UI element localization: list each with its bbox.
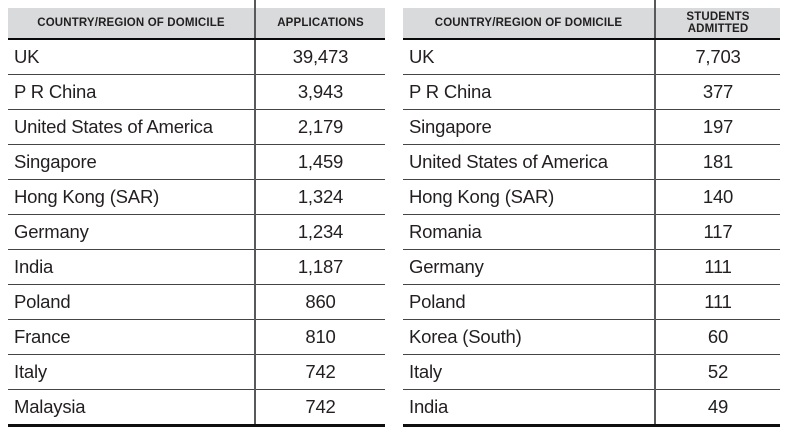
country-cell: Germany bbox=[403, 249, 655, 285]
value-cell: 39,473 bbox=[254, 39, 385, 75]
value-cell: 742 bbox=[254, 389, 385, 427]
country-cell: Poland bbox=[403, 284, 655, 320]
table-row: France 810 bbox=[8, 319, 385, 355]
country-cell: Hong Kong (SAR) bbox=[403, 179, 655, 215]
column-header-country: COUNTRY/REGION OF DOMICILE bbox=[8, 8, 255, 40]
column-header-country: COUNTRY/REGION OF DOMICILE bbox=[403, 8, 655, 40]
value-cell: 197 bbox=[654, 109, 780, 145]
table-row: Singapore 197 bbox=[403, 109, 780, 145]
table-row: UK 7,703 bbox=[403, 39, 780, 75]
value-cell: 7,703 bbox=[654, 39, 780, 75]
column-header-students-admitted: STUDENTS ADMITTED bbox=[654, 0, 780, 40]
tables-container: COUNTRY/REGION OF DOMICILE APPLICATIONS … bbox=[8, 0, 791, 427]
value-cell: 742 bbox=[254, 354, 385, 390]
header-row: COUNTRY/REGION OF DOMICILE APPLICATIONS bbox=[8, 0, 385, 40]
table-row: Germany 111 bbox=[403, 249, 780, 285]
value-cell: 3,943 bbox=[254, 74, 385, 110]
table-row: Hong Kong (SAR) 140 bbox=[403, 179, 780, 215]
country-cell: Singapore bbox=[8, 144, 255, 180]
value-cell: 117 bbox=[654, 214, 780, 250]
country-cell: Germany bbox=[8, 214, 255, 250]
table-row: UK 39,473 bbox=[8, 39, 385, 75]
table-row: Poland 860 bbox=[8, 284, 385, 320]
country-cell: UK bbox=[8, 39, 255, 75]
table-row: P R China 3,943 bbox=[8, 74, 385, 110]
value-cell: 111 bbox=[654, 249, 780, 285]
table-row: India 1,187 bbox=[8, 249, 385, 285]
country-cell: United States of America bbox=[403, 144, 655, 180]
country-cell: United States of America bbox=[8, 109, 255, 145]
table-row: P R China 377 bbox=[403, 74, 780, 110]
table-row: Germany 1,234 bbox=[8, 214, 385, 250]
value-cell: 1,187 bbox=[254, 249, 385, 285]
value-cell: 2,179 bbox=[254, 109, 385, 145]
value-cell: 60 bbox=[654, 319, 780, 355]
value-cell: 377 bbox=[654, 74, 780, 110]
table-row: Korea (South) 60 bbox=[403, 319, 780, 355]
table-row: Hong Kong (SAR) 1,324 bbox=[8, 179, 385, 215]
country-cell: Hong Kong (SAR) bbox=[8, 179, 255, 215]
country-cell: India bbox=[403, 389, 655, 427]
applications-table: COUNTRY/REGION OF DOMICILE APPLICATIONS … bbox=[8, 0, 385, 427]
country-cell: Malaysia bbox=[8, 389, 255, 427]
table-row: Romania 117 bbox=[403, 214, 780, 250]
table-row: United States of America 181 bbox=[403, 144, 780, 180]
country-cell: Italy bbox=[8, 354, 255, 390]
country-cell: Singapore bbox=[403, 109, 655, 145]
value-cell: 810 bbox=[254, 319, 385, 355]
table-row: India 49 bbox=[403, 389, 780, 427]
value-cell: 49 bbox=[654, 389, 780, 427]
value-cell: 1,324 bbox=[254, 179, 385, 215]
students-admitted-table: COUNTRY/REGION OF DOMICILE STUDENTS ADMI… bbox=[403, 0, 780, 427]
table-row: Italy 742 bbox=[8, 354, 385, 390]
country-cell: Romania bbox=[403, 214, 655, 250]
country-cell: India bbox=[8, 249, 255, 285]
value-cell: 52 bbox=[654, 354, 780, 390]
table-row: Poland 111 bbox=[403, 284, 780, 320]
value-cell: 860 bbox=[254, 284, 385, 320]
value-cell: 1,459 bbox=[254, 144, 385, 180]
country-cell: France bbox=[8, 319, 255, 355]
country-cell: P R China bbox=[403, 74, 655, 110]
country-cell: P R China bbox=[8, 74, 255, 110]
students-admitted-table-body: UK 7,703 P R China 377 Singapore 197 United St… bbox=[403, 39, 780, 427]
column-header-applications: APPLICATIONS bbox=[254, 0, 385, 40]
table-row: Malaysia 742 bbox=[8, 389, 385, 427]
applications-table-header: COUNTRY/REGION OF DOMICILE APPLICATIONS bbox=[8, 0, 385, 40]
students-admitted-table-header: COUNTRY/REGION OF DOMICILE STUDENTS ADMI… bbox=[403, 0, 780, 40]
country-cell: UK bbox=[403, 39, 655, 75]
country-cell: Italy bbox=[403, 354, 655, 390]
value-cell: 181 bbox=[654, 144, 780, 180]
header-row: COUNTRY/REGION OF DOMICILE STUDENTS ADMI… bbox=[403, 0, 780, 40]
applications-table-body: UK 39,473 P R China 3,943 United States of A… bbox=[8, 39, 385, 427]
value-cell: 111 bbox=[654, 284, 780, 320]
table-row: Italy 52 bbox=[403, 354, 780, 390]
table-row: Singapore 1,459 bbox=[8, 144, 385, 180]
country-cell: Korea (South) bbox=[403, 319, 655, 355]
country-cell: Poland bbox=[8, 284, 255, 320]
value-cell: 1,234 bbox=[254, 214, 385, 250]
value-cell: 140 bbox=[654, 179, 780, 215]
table-row: United States of America 2,179 bbox=[8, 109, 385, 145]
